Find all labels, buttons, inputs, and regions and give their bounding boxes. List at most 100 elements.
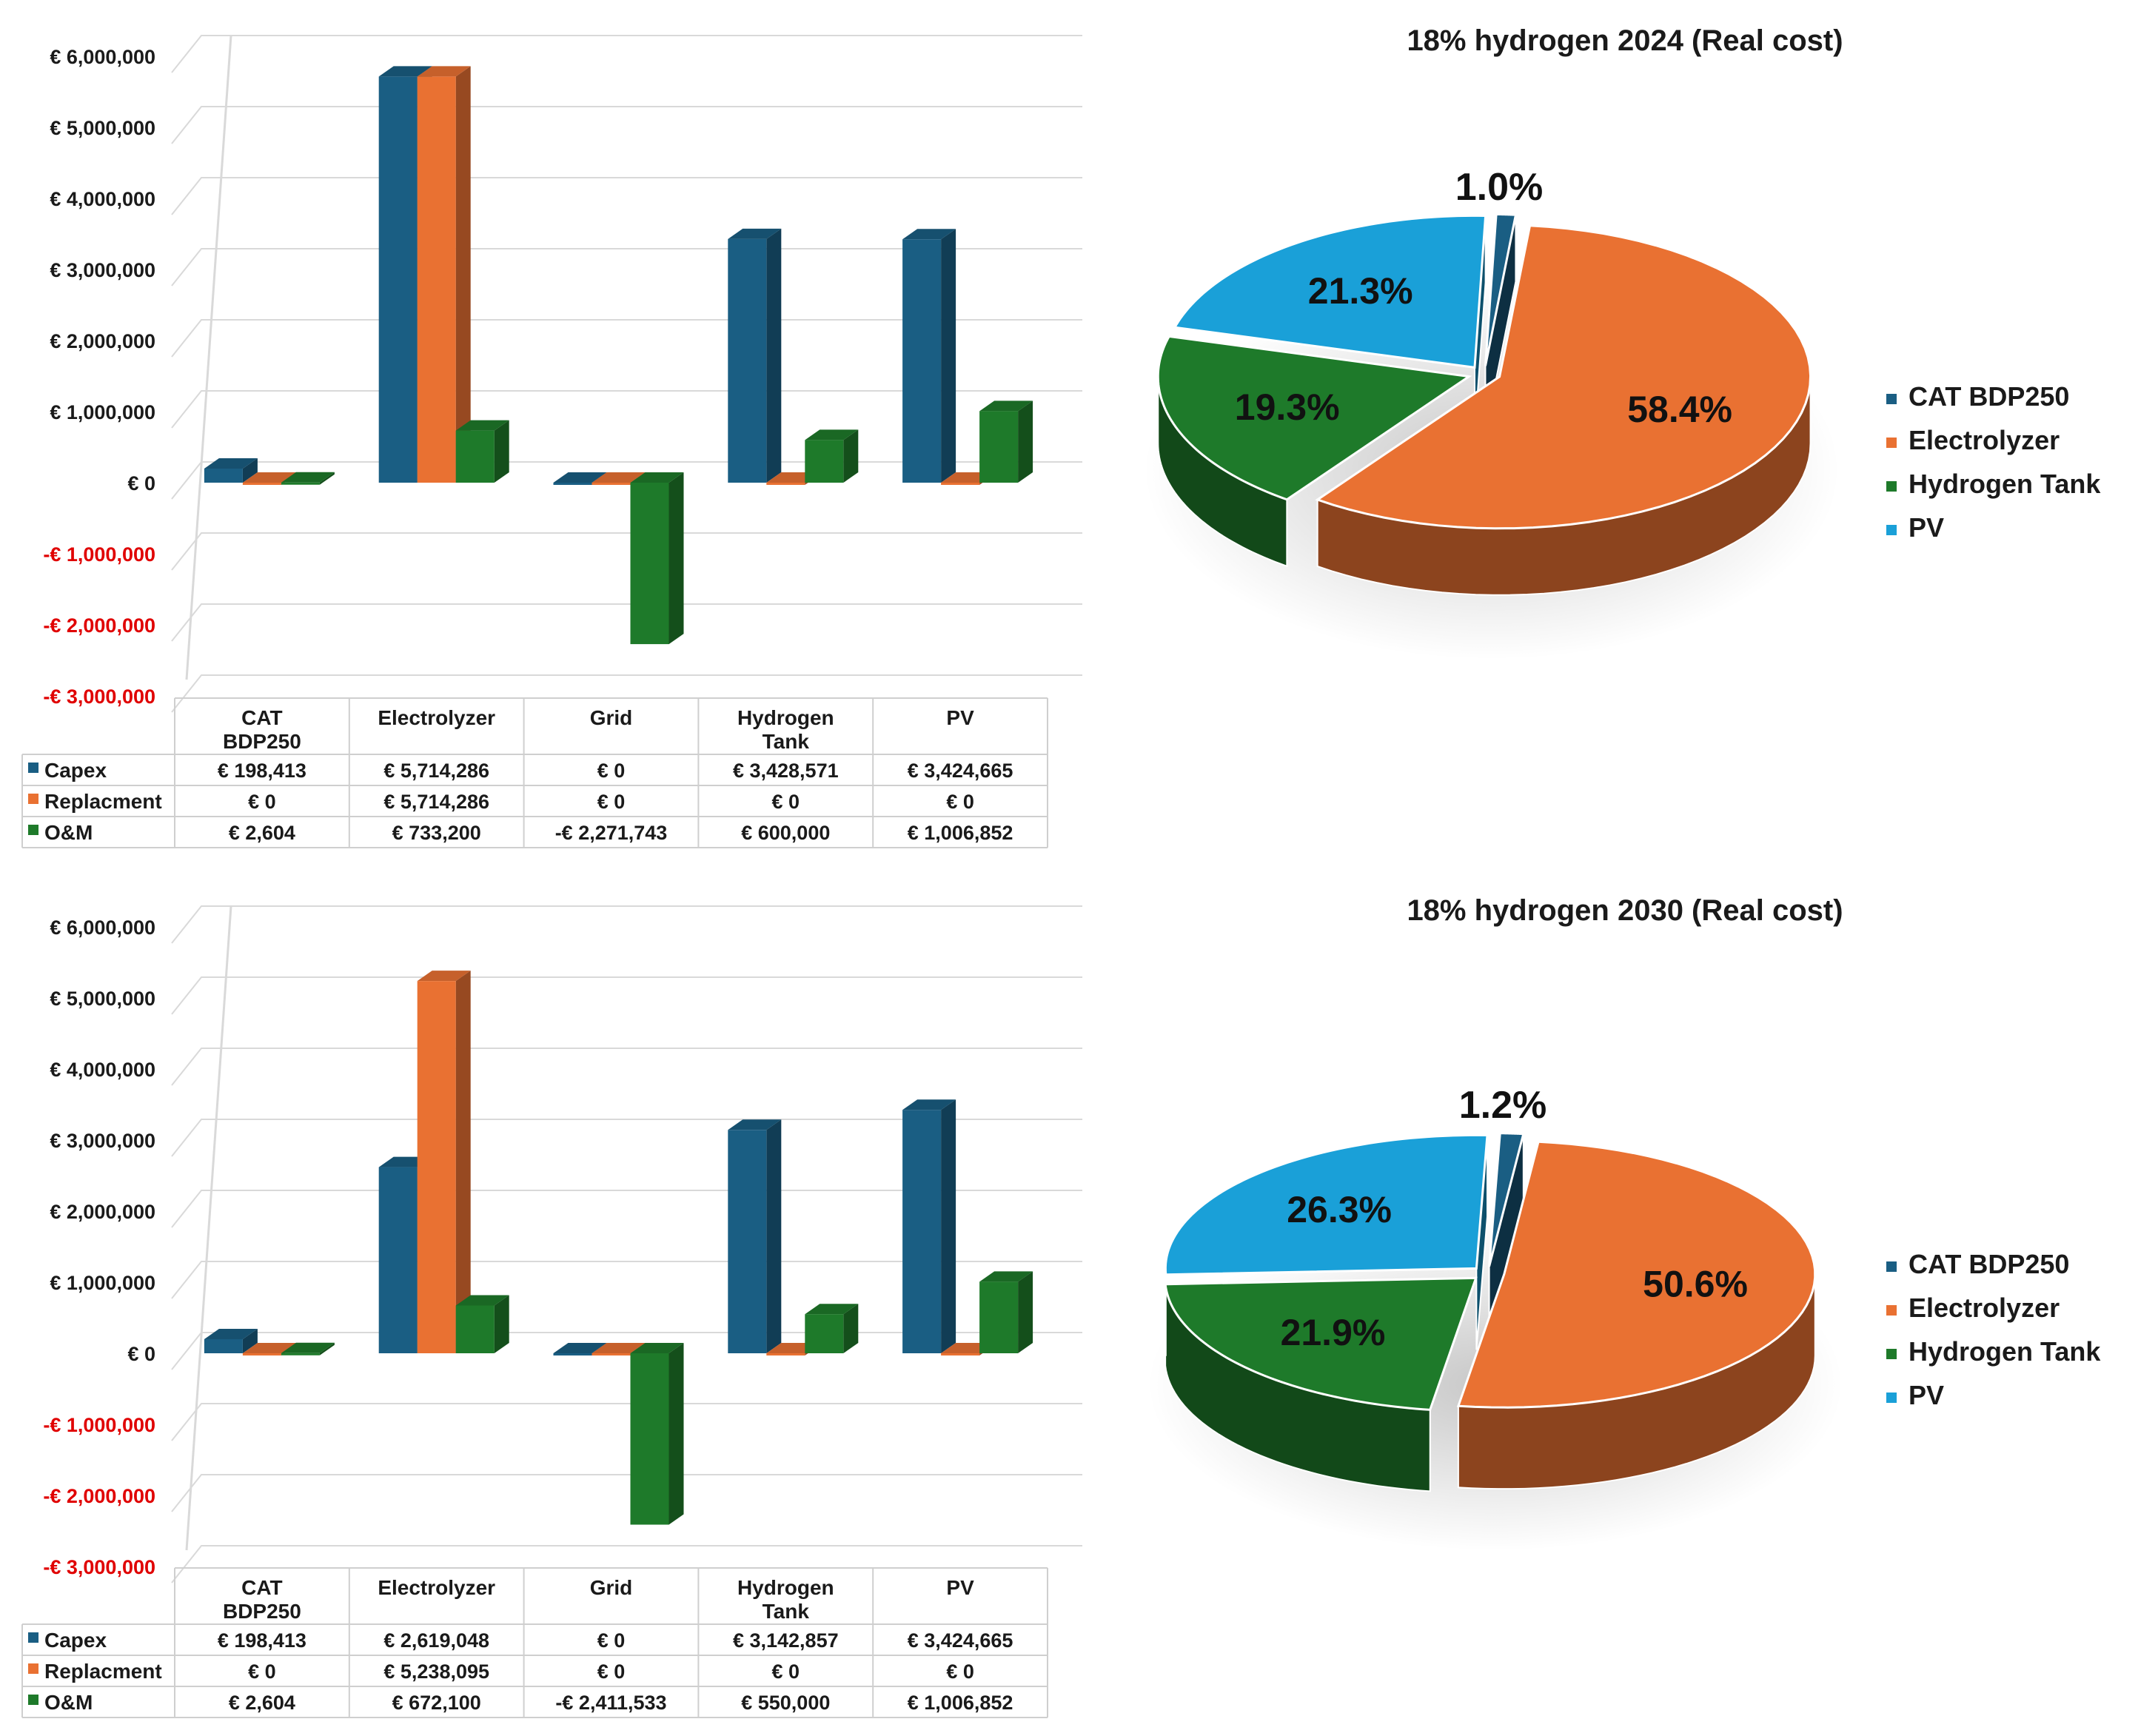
bar-front-face [242,1353,281,1355]
row-label: O&M [44,821,93,844]
bar-side-face [1018,401,1033,483]
bar-top-face [242,472,296,483]
bar-top-face [902,1099,956,1110]
gridline [171,390,1082,429]
legend-key [28,794,38,804]
bar-front-face [805,440,844,483]
row-label: Replacment [44,790,162,813]
table-cell-value: € 550,000 [741,1692,830,1714]
legend-key [28,825,38,835]
bar-top-face [728,1119,782,1130]
table-cell-value: € 0 [772,1660,800,1683]
bar-top-face [378,66,432,77]
bar-o-m [455,1295,509,1353]
y-tick-label: -€ 1,000,000 [43,1414,155,1436]
legend-label: CAT BDP250 [1909,381,2069,412]
gridline [171,905,1082,944]
bar-o-m [281,472,335,485]
bar-top-face [204,1328,258,1339]
bar-front-face [592,483,631,485]
legend-key [28,1695,38,1705]
table-cell-value: € 1,006,852 [908,1692,1013,1714]
bar-top-face [455,420,509,431]
bar-top-face [417,971,471,982]
bar-side-face [494,420,509,483]
category-label: Tank [763,1600,810,1623]
bar-front-face [281,1353,320,1355]
y-tick-label: -€ 3,000,000 [43,686,155,708]
gridline [171,1545,1082,1583]
category-label: PV [946,1576,974,1599]
y-tick-label: € 2,000,000 [50,330,155,352]
legend-label: Electrolyzer [1909,425,2060,455]
bar-top-face [242,1343,296,1353]
bar-front-face [766,483,805,485]
y-tick-label: € 5,000,000 [50,117,155,139]
bar-front-face [941,483,980,485]
category-label: BDP250 [223,730,301,753]
bar-top-face [902,229,956,240]
table-cell-value: € 600,000 [741,822,830,844]
gridline [171,1119,1082,1157]
legend-label: Electrolyzer [1909,1293,2060,1323]
gridline [171,106,1082,144]
bar-top-face [805,1304,859,1315]
legend-key [1886,438,1897,448]
y-tick-label: -€ 1,000,000 [43,543,155,566]
pie-slice-cat-bdp- [1484,212,1518,366]
bar-front-face [728,1130,767,1353]
table-cell-value: € 3,428,571 [733,760,839,782]
table-cell-value: € 0 [597,1629,626,1652]
bar-side-face [941,1099,956,1353]
category-label: Grid [590,1576,633,1599]
bar-top-face [592,472,646,483]
gridline [171,35,1082,73]
row-label: Replacment [44,1660,162,1683]
bar-capex [728,1119,782,1353]
y-tick-label: € 1,000,000 [50,1272,155,1294]
y-tick-label: € 0 [127,1343,155,1365]
table-cell-value: -€ 2,411,533 [555,1692,666,1714]
bar-front-face [592,1353,631,1355]
gridline [171,1190,1082,1228]
pie-slice-electrolyzer [1315,224,1812,530]
bar-side-face [319,472,335,485]
bar-o-m [805,1304,859,1353]
gridline [171,248,1082,286]
bar-front-face [553,1353,592,1355]
gridline [171,1261,1082,1299]
pie-slice-label: 1.0% [1455,166,1544,209]
pie-legend: CAT BDP250 Electrolyzer Hydrogen Tank PV [1886,381,2101,543]
y-tick-label: -€ 3,000,000 [43,1556,155,1578]
bar-front-face [979,1281,1019,1353]
bar-front-face [378,1167,418,1353]
bar-o-m [630,472,684,645]
bar-front-face [281,482,320,485]
gridline [171,1332,1082,1370]
category-label: Hydrogen [737,1576,834,1599]
legend-label: Hydrogen Tank [1909,1336,2101,1367]
bar-side-face [843,429,859,483]
bar-chart-2030: € 6,000,000 € 5,000,000 € 4,000,000 € 3,000… [21,905,1082,1718]
pie-slice-label: 21.9% [1281,1312,1386,1353]
bar-chart-2024: € 6,000,000 € 5,000,000 € 4,000,000 € 3,000… [21,35,1082,848]
table-cell-value: € 0 [248,1660,276,1683]
table-cell-value: € 5,714,286 [383,791,489,813]
legend-label: PV [1909,1380,1944,1410]
bar-front-face [378,76,418,483]
bar-top-face [281,472,335,483]
category-label: Tank [763,730,810,753]
bar-replacment [417,66,471,483]
y-tick-label: € 6,000,000 [50,916,155,939]
bar-side-face [668,1343,684,1525]
bar-front-face [630,1353,669,1525]
y-tick-label: -€ 2,000,000 [43,614,155,637]
category-label: Electrolyzer [378,1576,495,1599]
bar-top-face [592,1343,646,1353]
pie-slice-electrolyzer [1456,1140,1817,1409]
bar-o-m [805,429,859,483]
y-tick-label: -€ 2,000,000 [43,1485,155,1507]
category-label: Grid [590,706,633,729]
bar-side-face [455,66,471,483]
